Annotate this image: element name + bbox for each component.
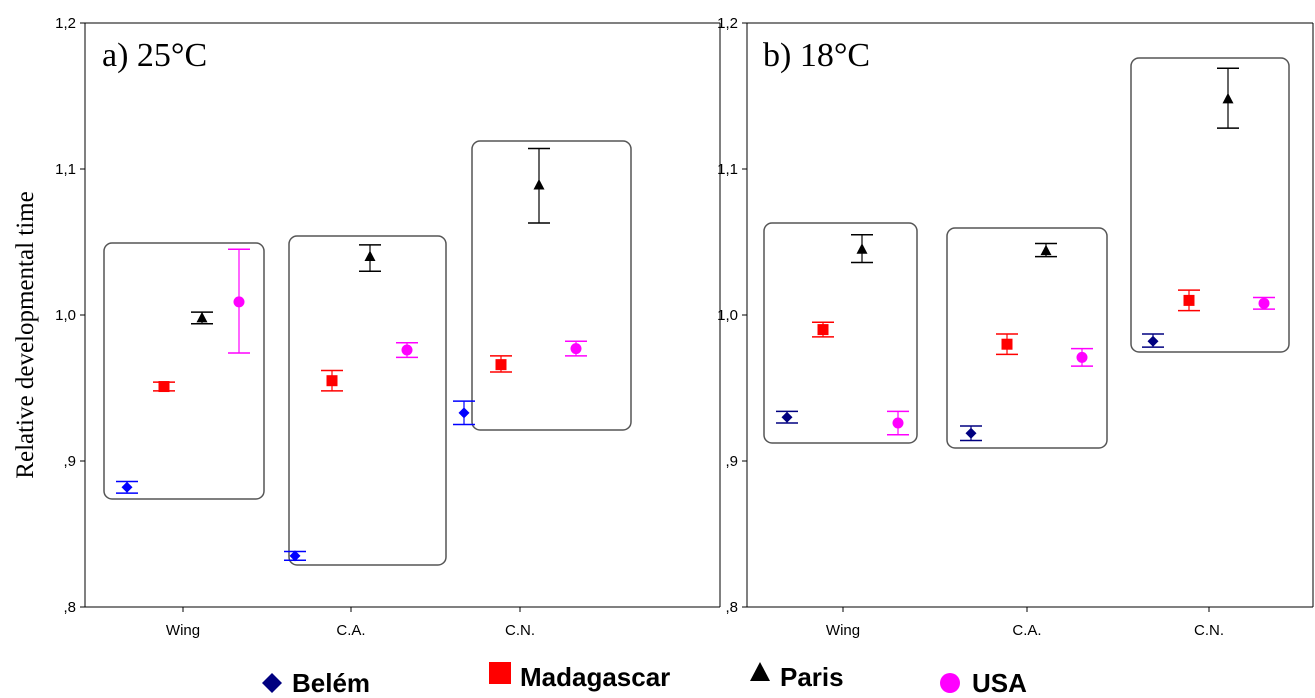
data-point-triangle [196, 311, 208, 323]
data-point-triangle [856, 243, 868, 254]
y-tick-label: ,9 [63, 453, 76, 470]
data-point-triangle [364, 250, 376, 261]
group-box [471, 140, 632, 431]
y-axis-label: Relative developmental time [12, 191, 39, 478]
data-point-circle [1258, 297, 1270, 309]
legend-label: Paris [780, 662, 844, 692]
legend-marker-square [489, 662, 511, 684]
group-box [763, 222, 918, 444]
legend-marker-triangle [750, 662, 770, 681]
y-tick-label: 1,0 [717, 307, 738, 324]
legend-marker-diamond [262, 673, 282, 693]
x-tick-label: Wing [166, 622, 200, 639]
legend-label: Madagascar [520, 662, 670, 692]
y-tick-label: ,9 [725, 453, 738, 470]
data-point-diamond [289, 550, 301, 562]
y-tick-label: 1,2 [55, 15, 76, 32]
data-point-circle [570, 343, 582, 355]
data-point-triangle [1222, 92, 1234, 104]
data-point-diamond [121, 481, 133, 493]
data-point-square [158, 381, 170, 393]
data-point-diamond [458, 407, 470, 419]
y-tick-label: 1,2 [717, 15, 738, 32]
y-tick-label: ,8 [63, 599, 76, 616]
data-point-diamond [965, 427, 977, 439]
data-point-square [817, 324, 829, 336]
x-tick-label: C.A. [336, 622, 365, 639]
group-box [1130, 57, 1290, 353]
data-point-circle [233, 296, 245, 308]
panel-18c: ,8 ,9 1,0 1,1 1,2 Wing C.A. C.N. b) 18°C [717, 15, 1314, 639]
legend-label: Belém [292, 668, 370, 698]
data-point-diamond [1147, 335, 1159, 347]
group-box [288, 235, 447, 566]
group-box [946, 227, 1108, 449]
y-tick-label: ,8 [725, 599, 738, 616]
data-point-square [495, 359, 507, 371]
x-tick-label: C.N. [505, 622, 535, 639]
x-tick-label: Wing [826, 622, 860, 639]
data-point-square [1001, 338, 1013, 350]
x-tick-label: C.N. [1194, 622, 1224, 639]
legend: Belém Madagascar Paris USA [262, 662, 1027, 698]
legend-marker-circle [940, 673, 960, 693]
group-box [103, 242, 265, 500]
x-tick-label: C.A. [1012, 622, 1041, 639]
legend-label: USA [972, 668, 1027, 698]
data-point-triangle [533, 179, 545, 190]
panel-25c: ,8 ,9 1,0 1,1 1,2 Wing C.A. C.N. a) 25°C Relative… [12, 15, 721, 639]
panel-title: a) 25°C [102, 37, 207, 74]
y-tick-label: 1,1 [717, 161, 738, 178]
panel-title: b) 18°C [763, 37, 870, 74]
data-point-circle [401, 344, 413, 356]
y-tick-label: 1,0 [55, 307, 76, 324]
data-point-square [326, 375, 338, 387]
y-tick-label: 1,1 [55, 161, 76, 178]
data-point-circle [892, 417, 904, 429]
data-point-square [1183, 294, 1195, 306]
data-point-circle [1076, 351, 1088, 363]
data-point-triangle [1040, 244, 1052, 256]
data-point-diamond [781, 411, 793, 423]
